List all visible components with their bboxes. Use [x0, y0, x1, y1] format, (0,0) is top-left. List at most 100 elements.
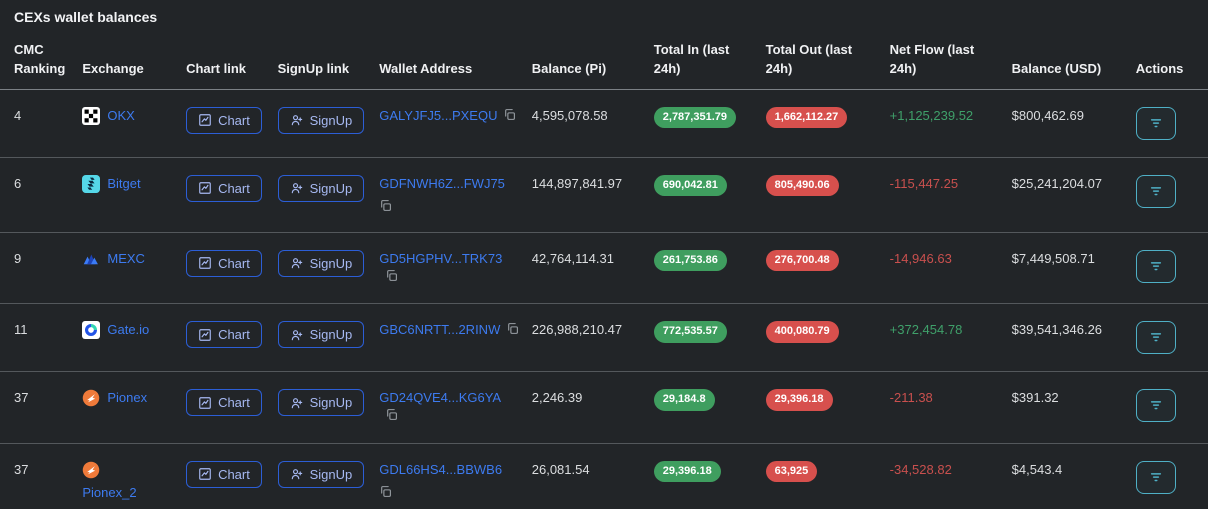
cmc-ranking-value: 6 [14, 175, 22, 191]
cmc-ranking-value: 9 [14, 250, 22, 266]
cmc-ranking-cell: 37 [0, 371, 83, 444]
wallet-cell: GD5HGPHV...TRK73 [379, 232, 532, 305]
filter-icon [1148, 471, 1164, 484]
wallet-address-link[interactable]: GD24QVE4...KG6YA [379, 390, 502, 406]
exchange-cell: Pionex_2 [82, 443, 187, 509]
chart-button-label: Chart [218, 112, 250, 128]
wallet-address-link[interactable]: GALYJFJ5...PXEQU [379, 107, 498, 123]
header-row: CMC Ranking Exchange Chart link SignUp link… [0, 27, 1208, 90]
filter-icon [1148, 185, 1164, 198]
cmc-ranking-cell: 11 [0, 303, 83, 373]
chart-link-cell: Chart [186, 303, 278, 373]
total-in-badge: 29,184.8 [653, 389, 715, 411]
signup-button[interactable]: SignUp [277, 106, 365, 134]
chart-icon [198, 328, 212, 342]
signup-button-label: SignUp [309, 395, 353, 411]
total-out-badge: 63,925 [765, 460, 818, 483]
filter-icon [1148, 117, 1164, 130]
person-add-icon [290, 113, 304, 127]
balance-pi-cell: 42,764,114.31 [531, 232, 654, 305]
person-add-icon [290, 467, 304, 481]
wallet-address-link[interactable]: GDFNWH6Z...FWJ75 [379, 175, 505, 191]
wallet-cell: GALYJFJ5...PXEQU [379, 89, 532, 158]
table-row: 4 OKX Chart SignUp GALYJFJ5.. [0, 89, 1208, 158]
signup-button[interactable]: SignUp [277, 249, 365, 277]
actions-cell [1135, 157, 1208, 233]
signup-link-cell: SignUp [277, 371, 380, 444]
actions-button[interactable] [1135, 389, 1176, 423]
cmc-ranking-value: 11 [14, 322, 28, 338]
total-out-cell: 29,396.18 [765, 371, 890, 444]
copy-icon[interactable] [385, 269, 398, 285]
net-flow-value: -14,946.63 [889, 232, 1012, 305]
signup-button-label: SignUp [309, 255, 353, 271]
column-header: Actions [1135, 27, 1208, 90]
chart-button[interactable]: Chart [186, 174, 262, 202]
person-add-icon [290, 256, 304, 270]
chart-icon [198, 396, 212, 410]
balance-usd-cell: $7,449,508.71 [1011, 232, 1136, 305]
total-out-cell: 1,662,112.27 [765, 89, 890, 158]
balance-usd-cell: $39,541,346.26 [1011, 303, 1136, 373]
exchange-link[interactable]: Gate.io [82, 321, 149, 340]
signup-button[interactable]: SignUp [277, 389, 365, 417]
copy-icon[interactable] [503, 108, 516, 124]
total-out-cell: 63,925 [765, 443, 890, 509]
exchange-link[interactable]: OKX [82, 106, 135, 125]
wallet-cell: GBC6NRTT...2RINW [379, 303, 532, 373]
copy-icon[interactable] [379, 485, 392, 501]
total-out-badge: 29,396.18 [765, 389, 833, 411]
signup-button[interactable]: SignUp [277, 460, 365, 488]
total-in-cell: 29,184.8 [653, 371, 766, 444]
cmc-ranking-value: 37 [14, 461, 29, 477]
exchange-link[interactable]: Bitget [82, 174, 141, 193]
chart-button[interactable]: Chart [186, 321, 262, 349]
wallet-address-link[interactable]: GD5HGPHV...TRK73 [379, 250, 503, 266]
actions-cell [1135, 89, 1208, 158]
copy-icon[interactable] [379, 199, 392, 215]
exchange-link[interactable]: Pionex [82, 389, 147, 407]
filter-icon [1148, 260, 1164, 273]
chart-button[interactable]: Chart [186, 106, 262, 134]
cmc-ranking-cell: 4 [0, 89, 83, 158]
total-out-badge: 276,700.48 [765, 249, 839, 272]
exchange-name: Bitget [107, 175, 141, 191]
copy-icon[interactable] [385, 408, 398, 424]
column-header: Balance (Pi) [531, 27, 654, 90]
signup-link-cell: SignUp [277, 443, 380, 509]
signup-link-cell: SignUp [277, 157, 380, 233]
chart-link-cell: Chart [186, 157, 278, 233]
chart-button[interactable]: Chart [186, 460, 262, 488]
actions-button[interactable] [1135, 321, 1176, 355]
chart-button[interactable]: Chart [186, 389, 262, 417]
actions-button[interactable] [1135, 460, 1176, 494]
exchange-link[interactable]: MEXC [82, 250, 145, 268]
signup-link-cell: SignUp [277, 303, 380, 373]
column-header: Exchange [82, 27, 187, 90]
total-in-cell: 261,753.86 [653, 232, 766, 305]
chart-button-label: Chart [218, 327, 250, 343]
chart-link-cell: Chart [186, 371, 278, 444]
chart-link-cell: Chart [186, 443, 278, 509]
balance-pi-cell: 4,595,078.58 [531, 89, 654, 158]
table-row: 11 Gate.io Chart SignUp GBC6NRTT...2RINW [0, 303, 1208, 373]
actions-button[interactable] [1135, 249, 1176, 283]
wallet-cell: GD24QVE4...KG6YA [379, 371, 532, 444]
exchange-link[interactable]: Pionex_2 [82, 461, 174, 502]
wallet-address-link[interactable]: GBC6NRTT...2RINW [379, 322, 501, 338]
chart-link-cell: Chart [186, 89, 278, 158]
signup-button[interactable]: SignUp [277, 321, 365, 349]
chart-link-cell: Chart [186, 232, 278, 305]
signup-button[interactable]: SignUp [277, 174, 365, 202]
wallet-address-link[interactable]: GDL66HS4...BBWB6 [379, 461, 503, 477]
actions-button[interactable] [1135, 174, 1176, 208]
actions-button[interactable] [1135, 106, 1176, 140]
cex-wallet-table: CMC Ranking Exchange Chart link SignUp link… [0, 27, 1208, 509]
net-flow-value: +372,454.78 [889, 303, 1012, 373]
chart-button[interactable]: Chart [186, 249, 262, 277]
okx-logo-icon [82, 106, 101, 125]
exchange-name: Pionex [107, 390, 148, 406]
column-header: Total Out (last 24h) [765, 27, 890, 90]
copy-icon[interactable] [506, 322, 519, 338]
table-row: 37 Pionex Chart SignUp GD24QVE4...KG6YA [0, 371, 1208, 444]
